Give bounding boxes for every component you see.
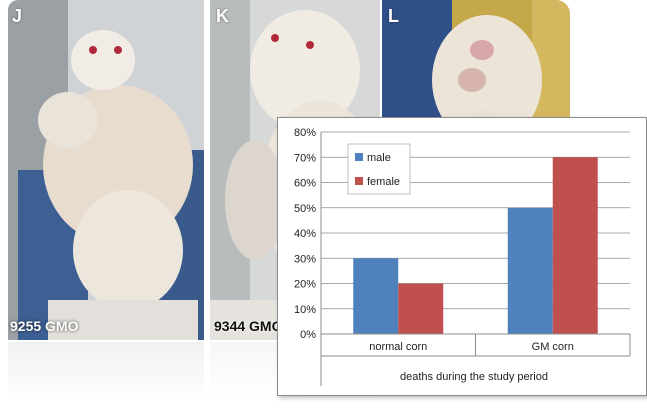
panel-letter-l: L	[388, 6, 399, 26]
panel-caption-j: 9255 GMO	[10, 318, 79, 334]
chart-card: 0% 10% 20% 30% 40% 50% 60% 70% 80% normal corn GM…	[277, 117, 647, 396]
bar-female-GM-corn	[552, 157, 598, 334]
x-axis-categories: normal corn GM corn	[369, 341, 574, 353]
y-tick-label: 70%	[294, 152, 316, 164]
legend-swatch-male	[355, 153, 363, 161]
y-tick-label: 20%	[294, 279, 316, 291]
y-tick-label: 0%	[300, 329, 316, 341]
bar-male-GM-corn	[507, 207, 553, 334]
bar-male-normal-corn	[353, 258, 399, 334]
bars	[353, 157, 598, 334]
panel-letter-j: J	[12, 6, 23, 26]
y-tick-label: 60%	[294, 178, 316, 190]
x-category-label: normal corn	[369, 341, 427, 353]
legend-label-female: female	[367, 176, 400, 188]
y-axis-ticks: 0% 10% 20% 30% 40% 50% 60% 70% 80%	[294, 127, 316, 341]
bar-chart: 0% 10% 20% 30% 40% 50% 60% 70% 80% normal corn GM…	[294, 127, 631, 386]
panel-letter-k: K	[216, 6, 229, 26]
legend-label-male: male	[367, 152, 391, 164]
photo-panel-j: J 9255 GMO	[8, 0, 204, 340]
y-tick-label: 10%	[294, 304, 316, 316]
y-tick-label: 40%	[294, 228, 316, 240]
x-axis-label: deaths during the study period	[400, 371, 548, 383]
y-tick-label: 30%	[294, 253, 316, 265]
legend: male female	[347, 143, 411, 195]
y-tick-label: 50%	[294, 203, 316, 215]
bar-female-normal-corn	[398, 283, 444, 334]
x-category-label: GM corn	[532, 341, 574, 353]
legend-swatch-female	[355, 177, 363, 185]
y-tick-label: 80%	[294, 127, 316, 139]
rat-photo-j	[8, 0, 204, 340]
legend-box	[347, 143, 411, 195]
axes	[320, 132, 631, 386]
